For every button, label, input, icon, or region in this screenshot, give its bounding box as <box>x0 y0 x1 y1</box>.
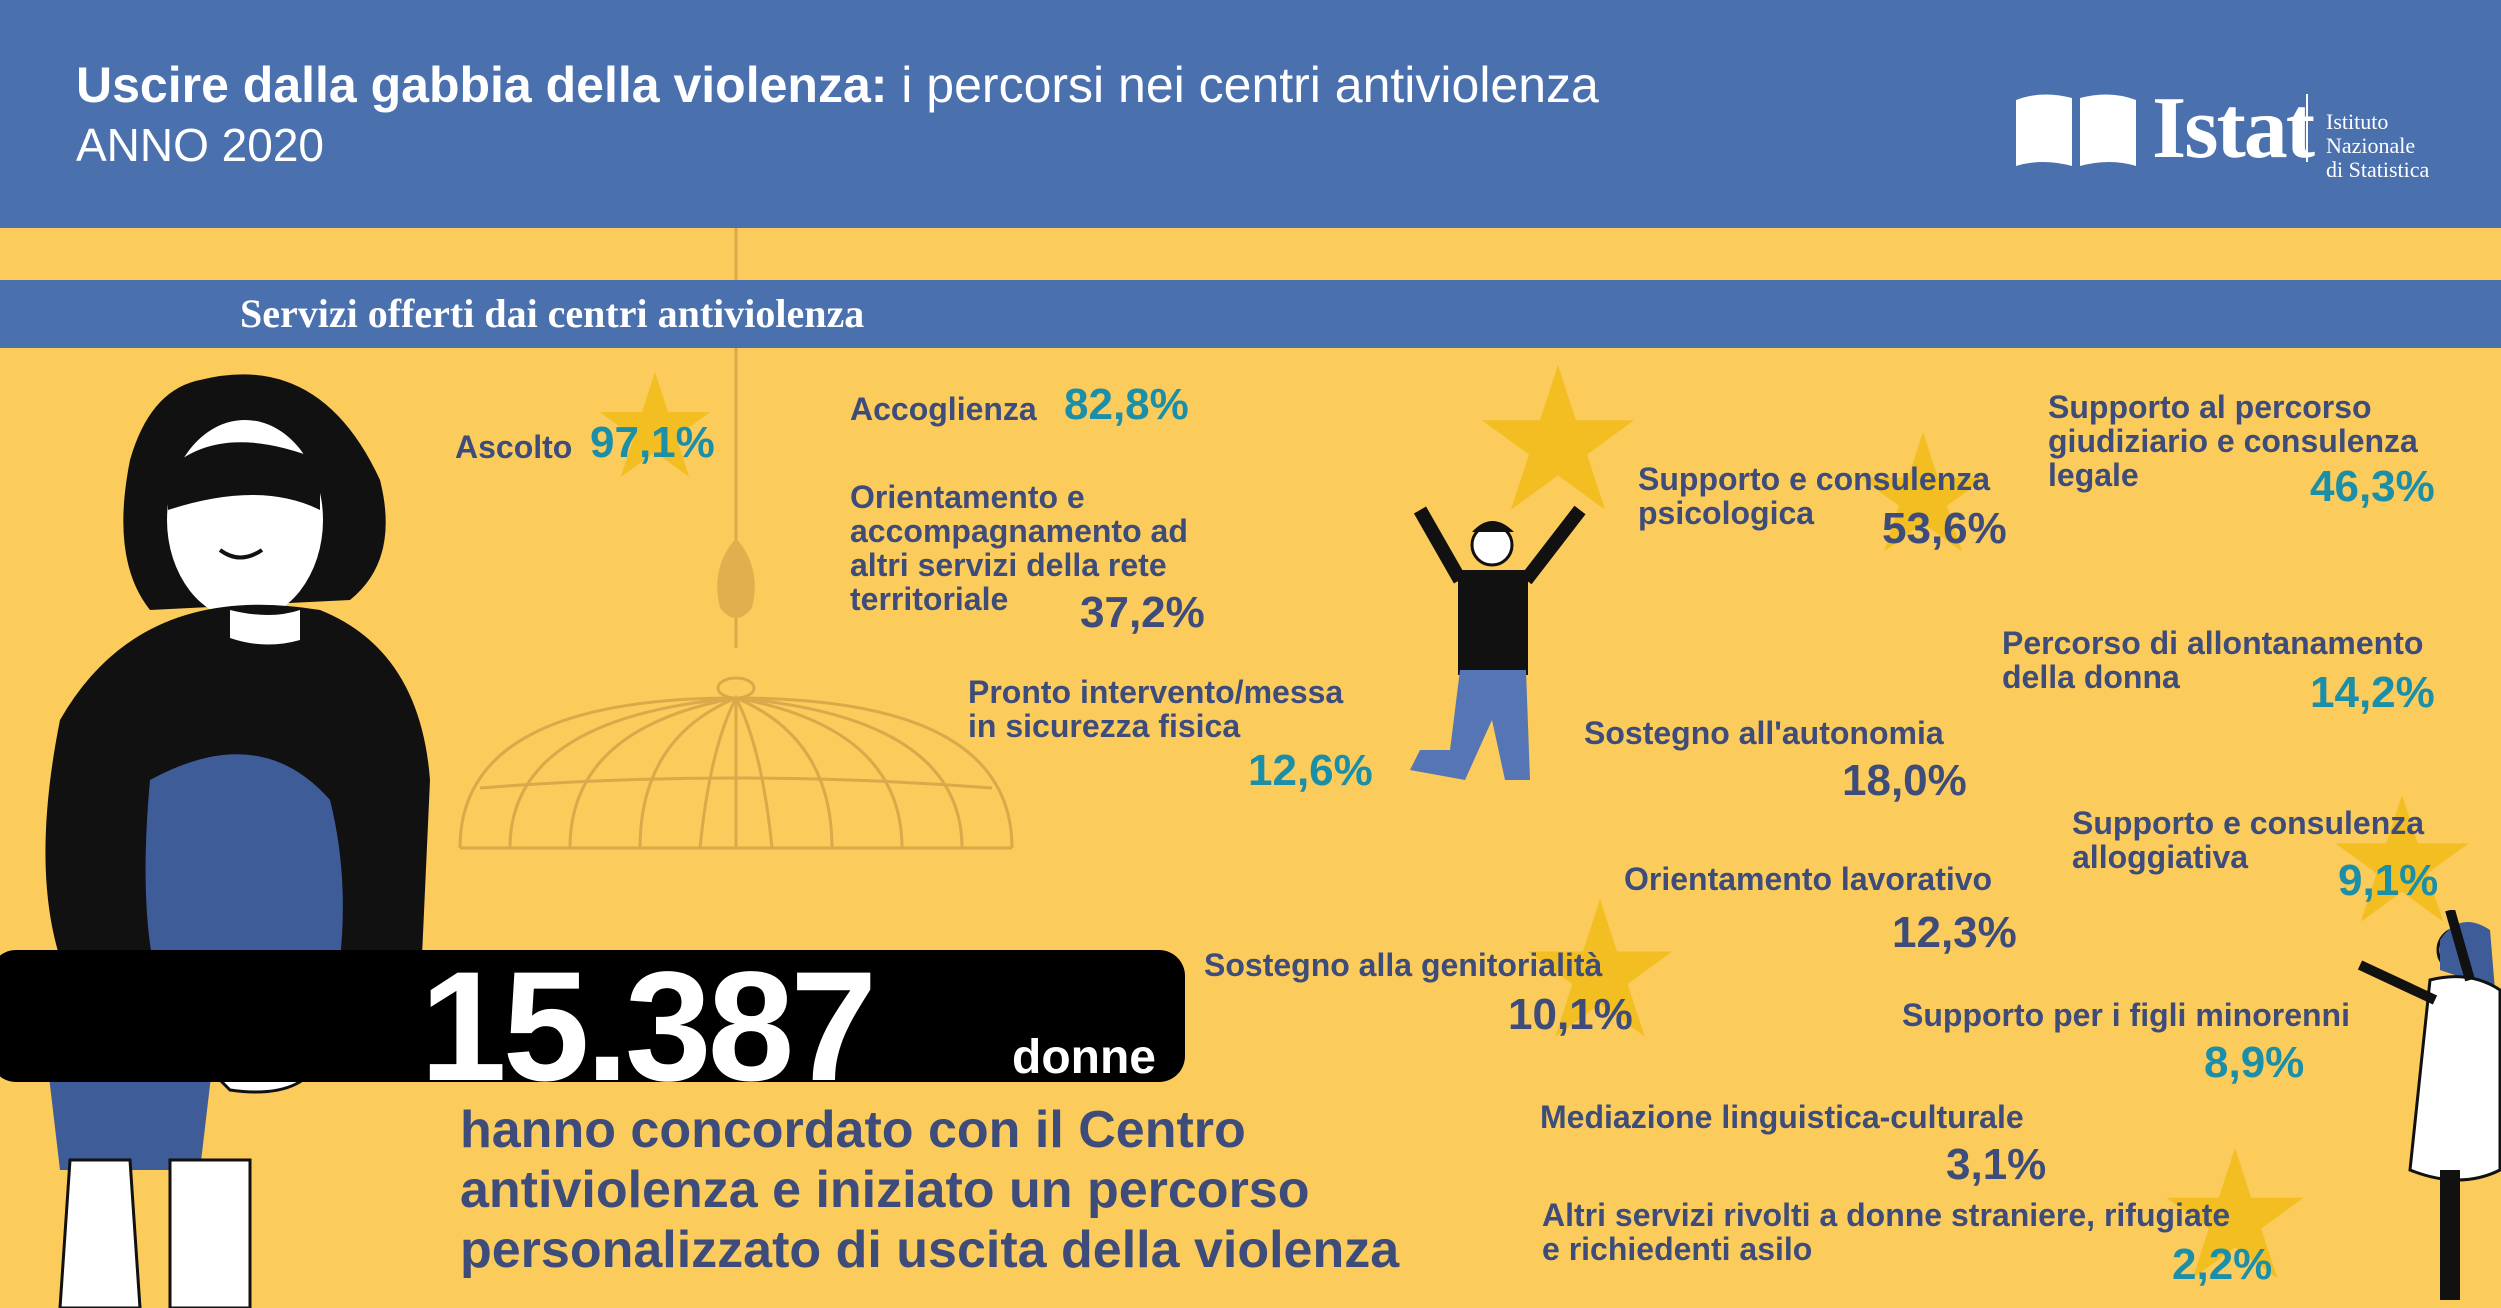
service-label-figli-minorenni: Supporto per i figli minorenni <box>1902 997 2350 1033</box>
service-value-allontanamento: 14,2% <box>2310 668 2435 717</box>
section-title: Servizi offerti dai centri antiviolenza <box>240 291 865 336</box>
service-value-accoglienza: 82,8% <box>1064 380 1189 429</box>
sentence-line1: hanno concordato con il Centro <box>460 1101 1246 1159</box>
year-label: ANNO 2020 <box>76 119 325 171</box>
logo-word: Istat <box>2152 80 2315 177</box>
sentence-line2: antiviolenza e iniziato un percorso <box>460 1161 1310 1219</box>
service-value-lavorativo: 12,3% <box>1892 908 2017 957</box>
highlight-bar <box>0 950 1185 1082</box>
service-value-pronto-intervento: 12,6% <box>1248 746 1373 795</box>
section-ribbon <box>0 280 2501 348</box>
service-label-lavorativo: Orientamento lavorativo <box>1624 861 1993 897</box>
label-line: della donna <box>2002 659 2180 695</box>
page-title: Uscire dalla gabbia della violenza: i pe… <box>76 56 1599 114</box>
service-value-orientamento-rete: 37,2% <box>1080 588 1205 637</box>
title-bold: Uscire dalla gabbia della violenza: <box>76 57 888 113</box>
label-line: e richiedenti asilo <box>1542 1231 1813 1267</box>
man-with-star-illustration <box>1410 505 1586 780</box>
label-line: Altri servizi rivolti a donne straniere,… <box>1542 1197 2231 1233</box>
label-line: giudiziario e consulenza <box>2048 423 2418 459</box>
sentence-line3: personalizzato di uscita della violenza <box>460 1221 1400 1279</box>
service-label-mediazione: Mediazione linguistica-culturale <box>1540 1099 2024 1135</box>
birdcage-illustration <box>458 228 1014 850</box>
label-line: in sicurezza fisica <box>968 708 1241 744</box>
istat-logo: Istat Istituto Nazionale di Statistica <box>2012 80 2472 182</box>
label-line: Supporto e consulenza <box>1638 461 1991 497</box>
label-line: Supporto e consulenza <box>2072 805 2425 841</box>
service-value-giudiziario: 46,3% <box>2310 462 2435 511</box>
label-line: territoriale <box>850 581 1009 617</box>
institute-line2: di Statistica <box>2326 157 2430 182</box>
label-line: Percorso di allontanamento <box>2002 625 2424 661</box>
woman-sitting-illustration <box>40 374 430 1308</box>
service-value-ascolto: 97,1% <box>590 418 715 467</box>
label-line: Pronto intervento/messa <box>968 674 1344 710</box>
service-value-autonomia: 18,0% <box>1842 756 1967 805</box>
book-icon <box>2016 94 2136 166</box>
highlight-sentence: hanno concordato con il Centro antiviole… <box>460 1100 1580 1280</box>
service-label-ascolto: Ascolto <box>455 429 573 465</box>
title-rest: i percorsi nei centri antiviolenza <box>887 57 1599 113</box>
service-label-alloggiativa: Supporto e consulenza alloggiativa <box>2072 806 2424 874</box>
service-value-alloggiativa: 9,1% <box>2338 856 2439 905</box>
logo-institute: Istituto Nazionale di Statistica <box>2326 110 2472 182</box>
service-value-figli-minorenni: 8,9% <box>2204 1038 2305 1087</box>
service-label-accoglienza: Accoglienza <box>850 391 1037 427</box>
service-value-genitorialita: 10,1% <box>1508 990 1633 1039</box>
label-line: legale <box>2048 457 2139 493</box>
service-label-orientamento-rete: Orientamento e accompagnamento ad altri … <box>850 480 1188 616</box>
label-line: alloggiativa <box>2072 839 2249 875</box>
label-line: accompagnamento ad <box>850 513 1188 549</box>
service-label-altri-servizi: Altri servizi rivolti a donne straniere,… <box>1542 1198 2230 1266</box>
label-line: altri servizi della rete <box>850 547 1167 583</box>
label-line: Supporto al percorso <box>2048 389 2372 425</box>
institute-line1: Istituto Nazionale <box>2326 109 2416 158</box>
service-label-giudiziario: Supporto al percorso giudiziario e consu… <box>2048 390 2418 492</box>
service-label-pronto-intervento: Pronto intervento/messa in sicurezza fis… <box>968 675 1343 743</box>
service-value-psicologica: 53,6% <box>1882 504 2007 553</box>
woman-with-star-illustration <box>2357 910 2501 1300</box>
service-label-genitorialita: Sostegno alla genitorialità <box>1204 947 1603 983</box>
service-value-altri-servizi: 2,2% <box>2172 1240 2273 1289</box>
service-label-psicologica: Supporto e consulenza psicologica <box>1638 462 1990 530</box>
label-line: psicologica <box>1638 495 1815 531</box>
service-label-allontanamento: Percorso di allontanamento della donna <box>2002 626 2423 694</box>
women-unit: donne <box>1012 1031 1156 1084</box>
women-count: 15.387 <box>420 940 877 1114</box>
service-label-autonomia: Sostegno all'autonomia <box>1584 715 1944 751</box>
label-line: Orientamento e <box>850 479 1085 515</box>
logo-separator <box>2306 94 2308 162</box>
service-value-mediazione: 3,1% <box>1946 1140 2047 1189</box>
